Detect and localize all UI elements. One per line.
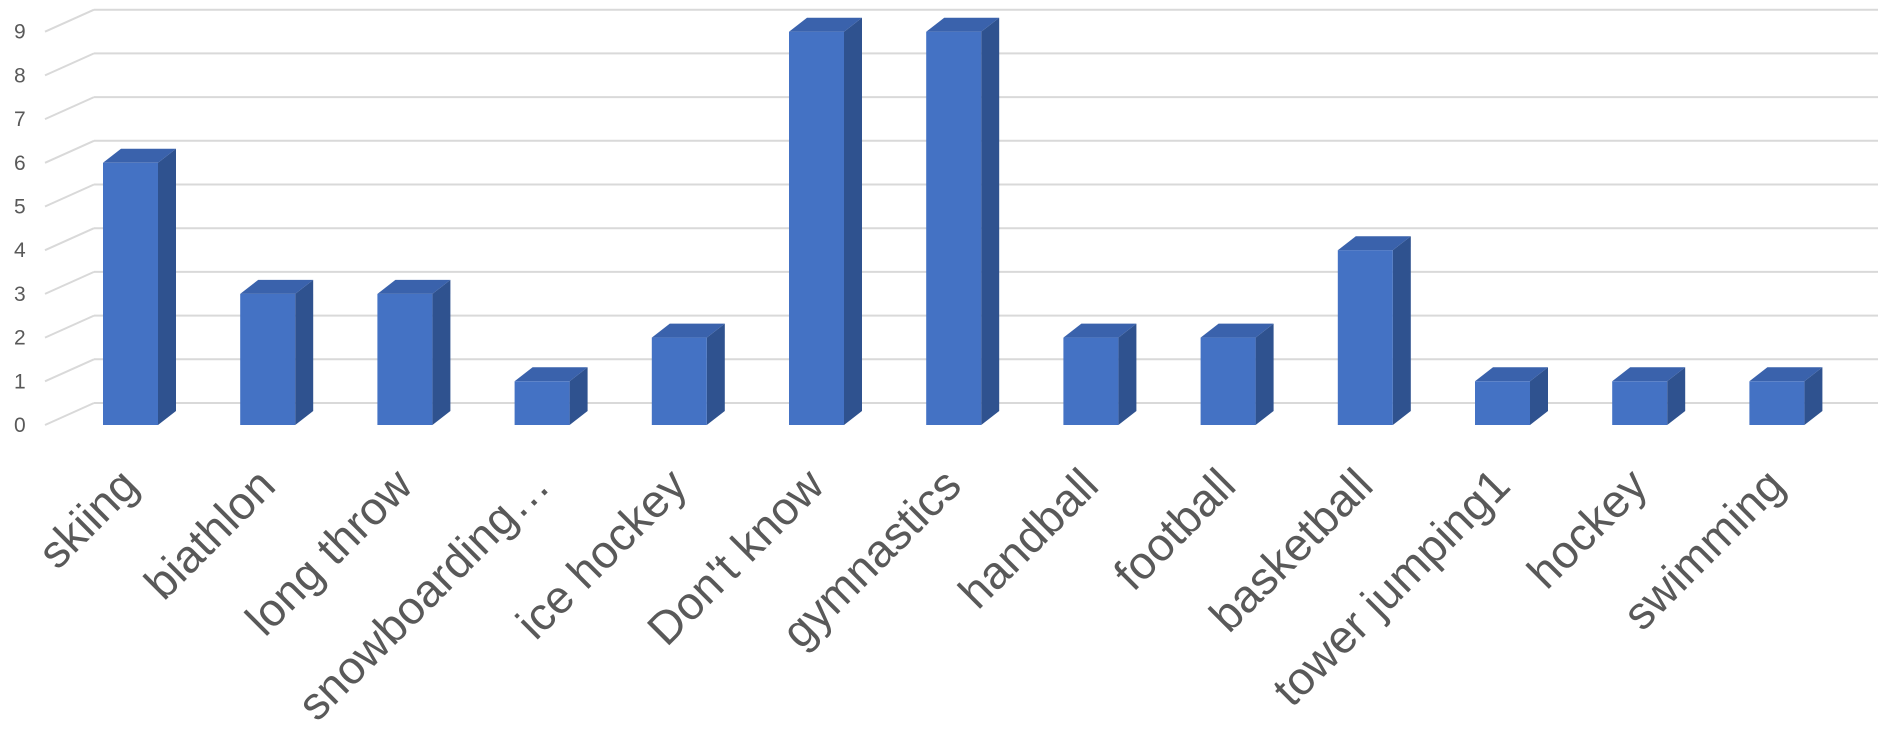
- bar-Don't know: [789, 17, 862, 425]
- bar-front: [651, 337, 707, 425]
- bar-front: [1200, 337, 1256, 425]
- bar-biathlon: [240, 279, 314, 425]
- bar-side: [1255, 323, 1274, 425]
- y-tick-label: 7: [14, 108, 26, 131]
- y-tick-label: 6: [14, 152, 26, 175]
- bars: [103, 17, 1823, 426]
- bar-front: [926, 31, 982, 425]
- y-tick-label: 3: [14, 283, 26, 306]
- gridline-diagonal: [44, 139, 95, 164]
- bar-top: [1200, 323, 1274, 338]
- gridline-diagonal: [44, 96, 95, 121]
- gridline-diagonal: [44, 8, 95, 33]
- bar-football: [1200, 323, 1274, 425]
- bar-front: [514, 381, 570, 425]
- bar-front: [789, 31, 844, 425]
- y-tick-label: 0: [14, 414, 26, 437]
- gridline-diagonal: [44, 227, 95, 252]
- bar-top: [926, 17, 1000, 32]
- x-tick-label: tower jumping1: [1262, 458, 1519, 715]
- bar-swimming: [1749, 367, 1823, 425]
- y-tick-label: 1: [14, 370, 26, 393]
- bar-front: [1612, 381, 1668, 425]
- bar-front: [1475, 381, 1530, 425]
- gridline-diagonal: [44, 52, 95, 77]
- gridline-diagonal: [44, 270, 95, 295]
- y-tick-label: 5: [14, 196, 26, 219]
- bar-side: [1530, 367, 1548, 425]
- y-tick-label: 4: [14, 239, 26, 262]
- bar-side: [706, 323, 725, 425]
- bar-side: [295, 279, 314, 425]
- bar-side: [1392, 236, 1411, 425]
- bar-top: [103, 148, 176, 163]
- x-tick-label: hockey: [1517, 458, 1657, 598]
- bar-top: [1475, 367, 1548, 382]
- bar-side: [569, 367, 588, 425]
- x-tick-label: snowboarding…: [287, 458, 559, 730]
- bar-side: [1118, 323, 1137, 425]
- bar-skiing: [103, 148, 176, 426]
- gridline-diagonal: [44, 358, 95, 383]
- gridline-diagonal: [44, 314, 95, 339]
- y-tick-label: 2: [14, 327, 26, 350]
- bar-front: [1749, 381, 1805, 425]
- bar-top: [1612, 367, 1686, 382]
- bar-tower jumping1: [1475, 367, 1548, 425]
- bar-front: [377, 293, 433, 425]
- y-tick-label: 8: [14, 64, 26, 87]
- bar-front: [103, 162, 158, 426]
- bar-ice hockey: [651, 323, 725, 425]
- y-axis-ticks: 0 1 2 3 4 5 6 7 8 9: [14, 21, 26, 437]
- bar-top: [651, 323, 725, 338]
- gridline-diagonal: [44, 183, 95, 208]
- bar-side: [1804, 367, 1823, 425]
- bar-side: [432, 279, 451, 425]
- bar-snowboarding…: [514, 367, 588, 425]
- bar-handball: [1063, 323, 1137, 425]
- bar-front: [240, 293, 296, 425]
- bar-top: [1337, 236, 1411, 251]
- x-tick-label: skiing: [28, 458, 148, 578]
- bar-side: [158, 148, 176, 426]
- bar-hockey: [1612, 367, 1686, 425]
- bar-side: [981, 17, 1000, 425]
- gridline-diagonal: [44, 402, 95, 426]
- bar-front: [1063, 337, 1119, 425]
- bar-basketball: [1337, 236, 1411, 425]
- bar-gymnastics: [926, 17, 1000, 425]
- bar-top: [1063, 323, 1137, 338]
- bar-long throw: [377, 279, 451, 425]
- bar-top: [240, 279, 314, 294]
- bar-top: [377, 279, 451, 294]
- bar-front: [1337, 250, 1393, 425]
- bar-side: [844, 17, 862, 425]
- bar-top: [789, 17, 862, 32]
- y-tick-label: 9: [14, 21, 26, 44]
- x-tick-label: handball: [948, 458, 1108, 618]
- bar-side: [1667, 367, 1686, 425]
- bar-top: [514, 367, 588, 382]
- bar-top: [1749, 367, 1823, 382]
